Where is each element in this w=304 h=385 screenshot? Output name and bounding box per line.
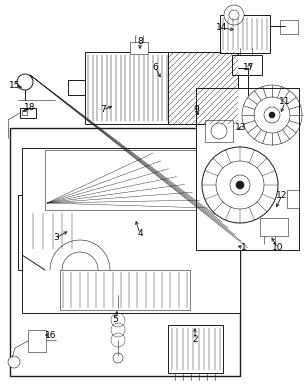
Text: 5: 5	[112, 315, 118, 323]
Text: 8: 8	[137, 37, 143, 47]
Text: 14: 14	[216, 23, 228, 32]
Bar	[126, 215, 178, 260]
Circle shape	[216, 161, 264, 209]
Bar	[287, 190, 299, 208]
Bar	[220, 15, 270, 53]
Circle shape	[17, 74, 33, 90]
Bar	[260, 218, 288, 236]
Circle shape	[153, 228, 171, 246]
Circle shape	[269, 112, 275, 118]
Bar	[168, 325, 223, 373]
Text: 7: 7	[100, 105, 106, 114]
Text: 4: 4	[137, 229, 143, 238]
Text: 3: 3	[53, 233, 59, 243]
Bar	[120, 210, 185, 265]
Text: 12: 12	[276, 191, 288, 199]
Bar	[24, 200, 112, 265]
Circle shape	[236, 181, 244, 189]
Bar	[280, 20, 298, 34]
Bar	[85, 52, 170, 124]
Bar	[22, 148, 240, 313]
Text: 13: 13	[235, 124, 247, 132]
Text: 1: 1	[241, 243, 247, 253]
Circle shape	[159, 234, 165, 240]
Circle shape	[264, 107, 280, 123]
Text: 10: 10	[272, 243, 284, 253]
Circle shape	[229, 10, 239, 20]
Text: 6: 6	[152, 62, 158, 72]
Circle shape	[254, 97, 290, 133]
Bar	[45, 150, 205, 210]
Text: 18: 18	[24, 104, 36, 112]
Text: 16: 16	[45, 330, 57, 340]
Text: 15: 15	[9, 82, 21, 90]
Text: 11: 11	[279, 97, 291, 107]
Circle shape	[8, 356, 20, 368]
Text: 2: 2	[192, 335, 198, 345]
Bar	[232, 55, 262, 75]
Circle shape	[113, 353, 123, 363]
Bar	[205, 120, 233, 142]
Circle shape	[139, 234, 145, 240]
Circle shape	[211, 123, 227, 139]
Bar	[168, 52, 238, 124]
Circle shape	[230, 175, 250, 195]
Bar	[22, 110, 27, 115]
Bar	[130, 42, 148, 54]
Bar	[28, 330, 46, 352]
Text: 9: 9	[193, 105, 199, 114]
Bar	[200, 118, 214, 130]
Bar	[60, 270, 190, 310]
Circle shape	[224, 5, 244, 25]
Bar	[10, 128, 240, 376]
Bar	[18, 195, 118, 270]
Circle shape	[133, 228, 151, 246]
Bar	[30, 210, 75, 252]
Text: 17: 17	[243, 64, 255, 72]
Circle shape	[202, 147, 278, 223]
Bar	[196, 88, 299, 250]
Bar	[20, 108, 36, 118]
